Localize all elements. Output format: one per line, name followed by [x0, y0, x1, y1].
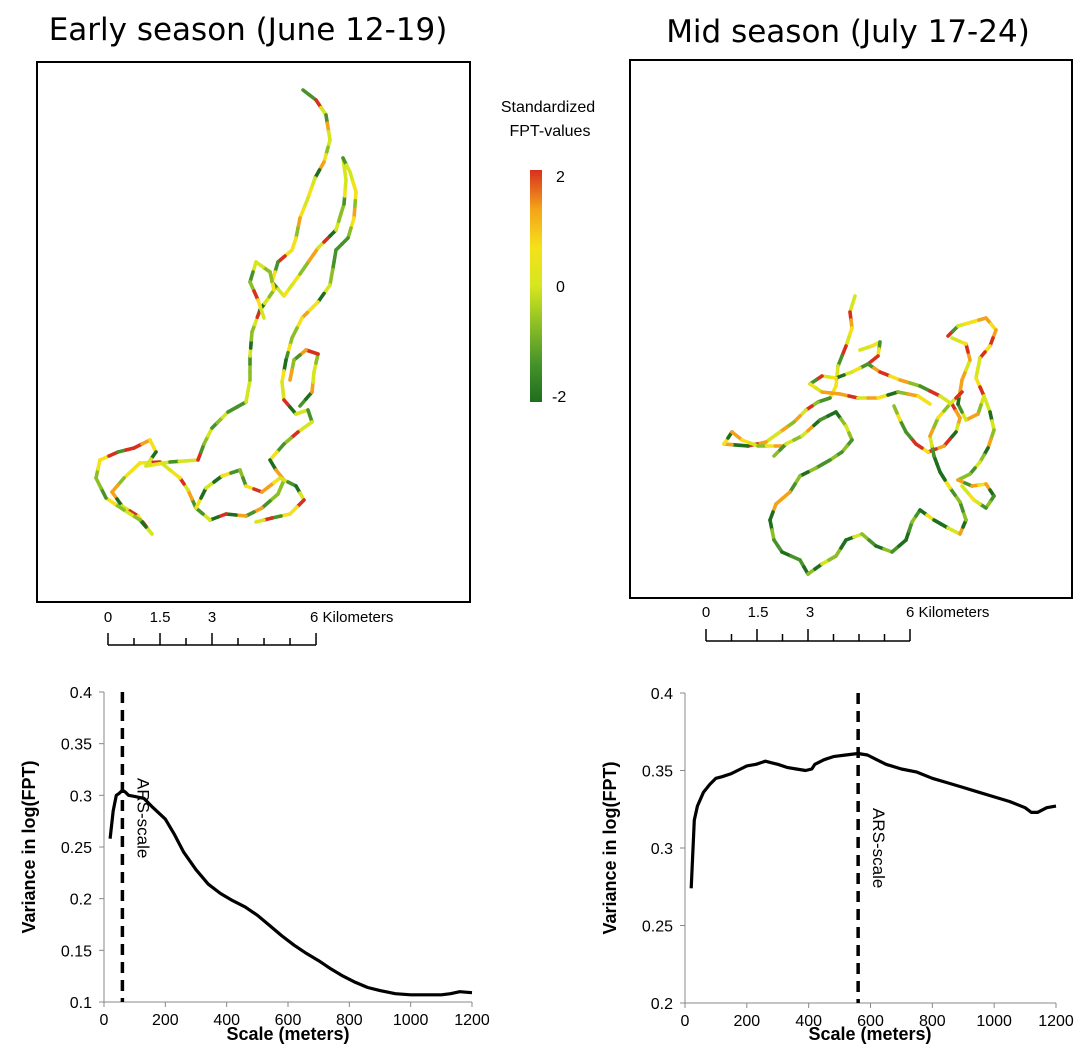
x-tick-label: 1000 [393, 1012, 429, 1029]
track-segment [254, 518, 266, 524]
chart-1: 0.1 0.15 0.2 0.25 0.3 0.35 0.4 0 200 400 600 800 10… [19, 685, 490, 1044]
x-tick-label: 1200 [454, 1012, 490, 1029]
map-1-scalebar: 0 1.5 3 6 Kilometers [104, 609, 393, 646]
y-tick-label: 0.35 [61, 737, 92, 754]
legend-color-ramp [530, 170, 542, 402]
track-segment [290, 236, 298, 252]
fpt-legend: Standardized FPT-values 2 0 -2 [501, 99, 595, 406]
map-2-scalebar: 0 1.5 3 6 Kilometers [702, 604, 989, 642]
track-segment [259, 307, 266, 320]
scalebar-1-label-1: 1.5 [150, 609, 171, 626]
track-segment [113, 502, 126, 512]
track-segment [244, 389, 250, 404]
y-tick-label: 0.35 [642, 764, 673, 781]
track-segment [898, 418, 908, 434]
scalebar-1-label-2: 3 [208, 609, 216, 626]
chart-2: 0.20.250.30.350.4 0 200 400 600 800 1000 1200 … [600, 686, 1074, 1044]
track-segment [306, 408, 314, 424]
track-segment [280, 369, 286, 384]
chart-1-x-axis-label: Scale (meters) [226, 1024, 349, 1044]
y-tick-label: 0.25 [61, 840, 92, 857]
x-tick-label: 200 [733, 1013, 760, 1030]
y-tick-label: 0.25 [642, 919, 673, 936]
track-segment [816, 396, 832, 404]
y-tick-label: 0.2 [651, 996, 673, 1013]
track-segment [99, 486, 108, 500]
track-segment [94, 476, 103, 490]
track-segment [950, 336, 961, 343]
y-tick-label: 0.3 [70, 788, 92, 805]
x-tick-label: 800 [919, 1013, 946, 1030]
legend-label-max: 2 [556, 169, 565, 186]
x-tick-label: 800 [336, 1012, 363, 1029]
x-tick-label: 0 [100, 1012, 109, 1029]
y-tick-label: 0.4 [70, 685, 92, 702]
track-segment [866, 354, 880, 366]
scalebar-2-label-1: 1.5 [748, 604, 769, 621]
track-segment [168, 468, 182, 480]
track-segment [130, 461, 142, 473]
y-tick-label: 0.15 [61, 943, 92, 960]
track-segment [730, 430, 744, 442]
x-tick-label: 400 [213, 1012, 240, 1029]
chart-2-y-axis-label: Variance in log(FPT) [600, 761, 620, 934]
chart-2-ars-label: ARS-scale [869, 808, 888, 888]
y-tick-label: 0.2 [70, 892, 92, 909]
scalebar-2-label-3: 6 Kilometers [906, 604, 989, 621]
track-segment [922, 398, 932, 406]
track-segment [282, 358, 288, 373]
chart-2-x-axis-label: Scale (meters) [808, 1024, 931, 1044]
x-tick-label: 200 [152, 1012, 179, 1029]
scalebar-1-label-0: 0 [104, 609, 112, 626]
map-1-title: Early season (June 12-19) [49, 12, 448, 48]
track-segment [954, 390, 964, 400]
track-segment [104, 496, 117, 506]
y-tick-label: 0.1 [70, 995, 92, 1012]
legend-label-mid: 0 [556, 279, 565, 296]
track-segment [268, 458, 278, 472]
legend-title-line-2: FPT-values [510, 123, 591, 140]
y-tick-label: 0.3 [651, 841, 673, 858]
track-segment [294, 408, 310, 416]
x-tick-label: 400 [795, 1013, 822, 1030]
x-tick-label: 600 [275, 1012, 302, 1029]
track-segment [290, 326, 299, 340]
track-segment [892, 404, 899, 415]
chart-2-series-line [689, 751, 1057, 889]
track-segment [964, 412, 980, 422]
scalebar-1-label-3: 6 Kilometers [310, 609, 393, 626]
chart-1-ars-label: ARS-scale [133, 778, 152, 858]
track-segment [194, 496, 203, 510]
map-2-track [722, 294, 998, 576]
track-segment [122, 468, 134, 480]
track-segment [304, 348, 320, 356]
map-2-frame [629, 59, 1073, 599]
x-tick-label: 1200 [1038, 1013, 1074, 1030]
map-1-track [94, 88, 358, 536]
track-segment [148, 438, 158, 454]
x-tick-label: 600 [857, 1013, 884, 1030]
map-2-title: Mid season (July 17-24) [666, 14, 1030, 50]
y-tick-label: 0.4 [651, 686, 673, 703]
track-segment [928, 389, 942, 398]
track-segment [342, 167, 348, 182]
x-tick-label: 0 [681, 1013, 690, 1030]
track-segment [960, 484, 970, 495]
chart-1-series-line [108, 788, 473, 997]
legend-title-line-1: Standardized [501, 99, 595, 116]
track-segment [918, 384, 932, 393]
track-segment [295, 316, 304, 330]
track-segment [288, 368, 294, 382]
scalebar-2-label-2: 3 [806, 604, 814, 621]
chart-1-y-axis-label: Variance in log(FPT) [19, 760, 39, 933]
track-segment [199, 486, 208, 500]
track-segment [332, 248, 338, 264]
track-segment [946, 526, 962, 536]
track-segment [858, 344, 874, 352]
track-segment [246, 378, 252, 393]
scalebar-2-label-0: 0 [702, 604, 710, 621]
x-tick-label: 1000 [976, 1013, 1012, 1030]
legend-label-min: -2 [552, 389, 566, 406]
